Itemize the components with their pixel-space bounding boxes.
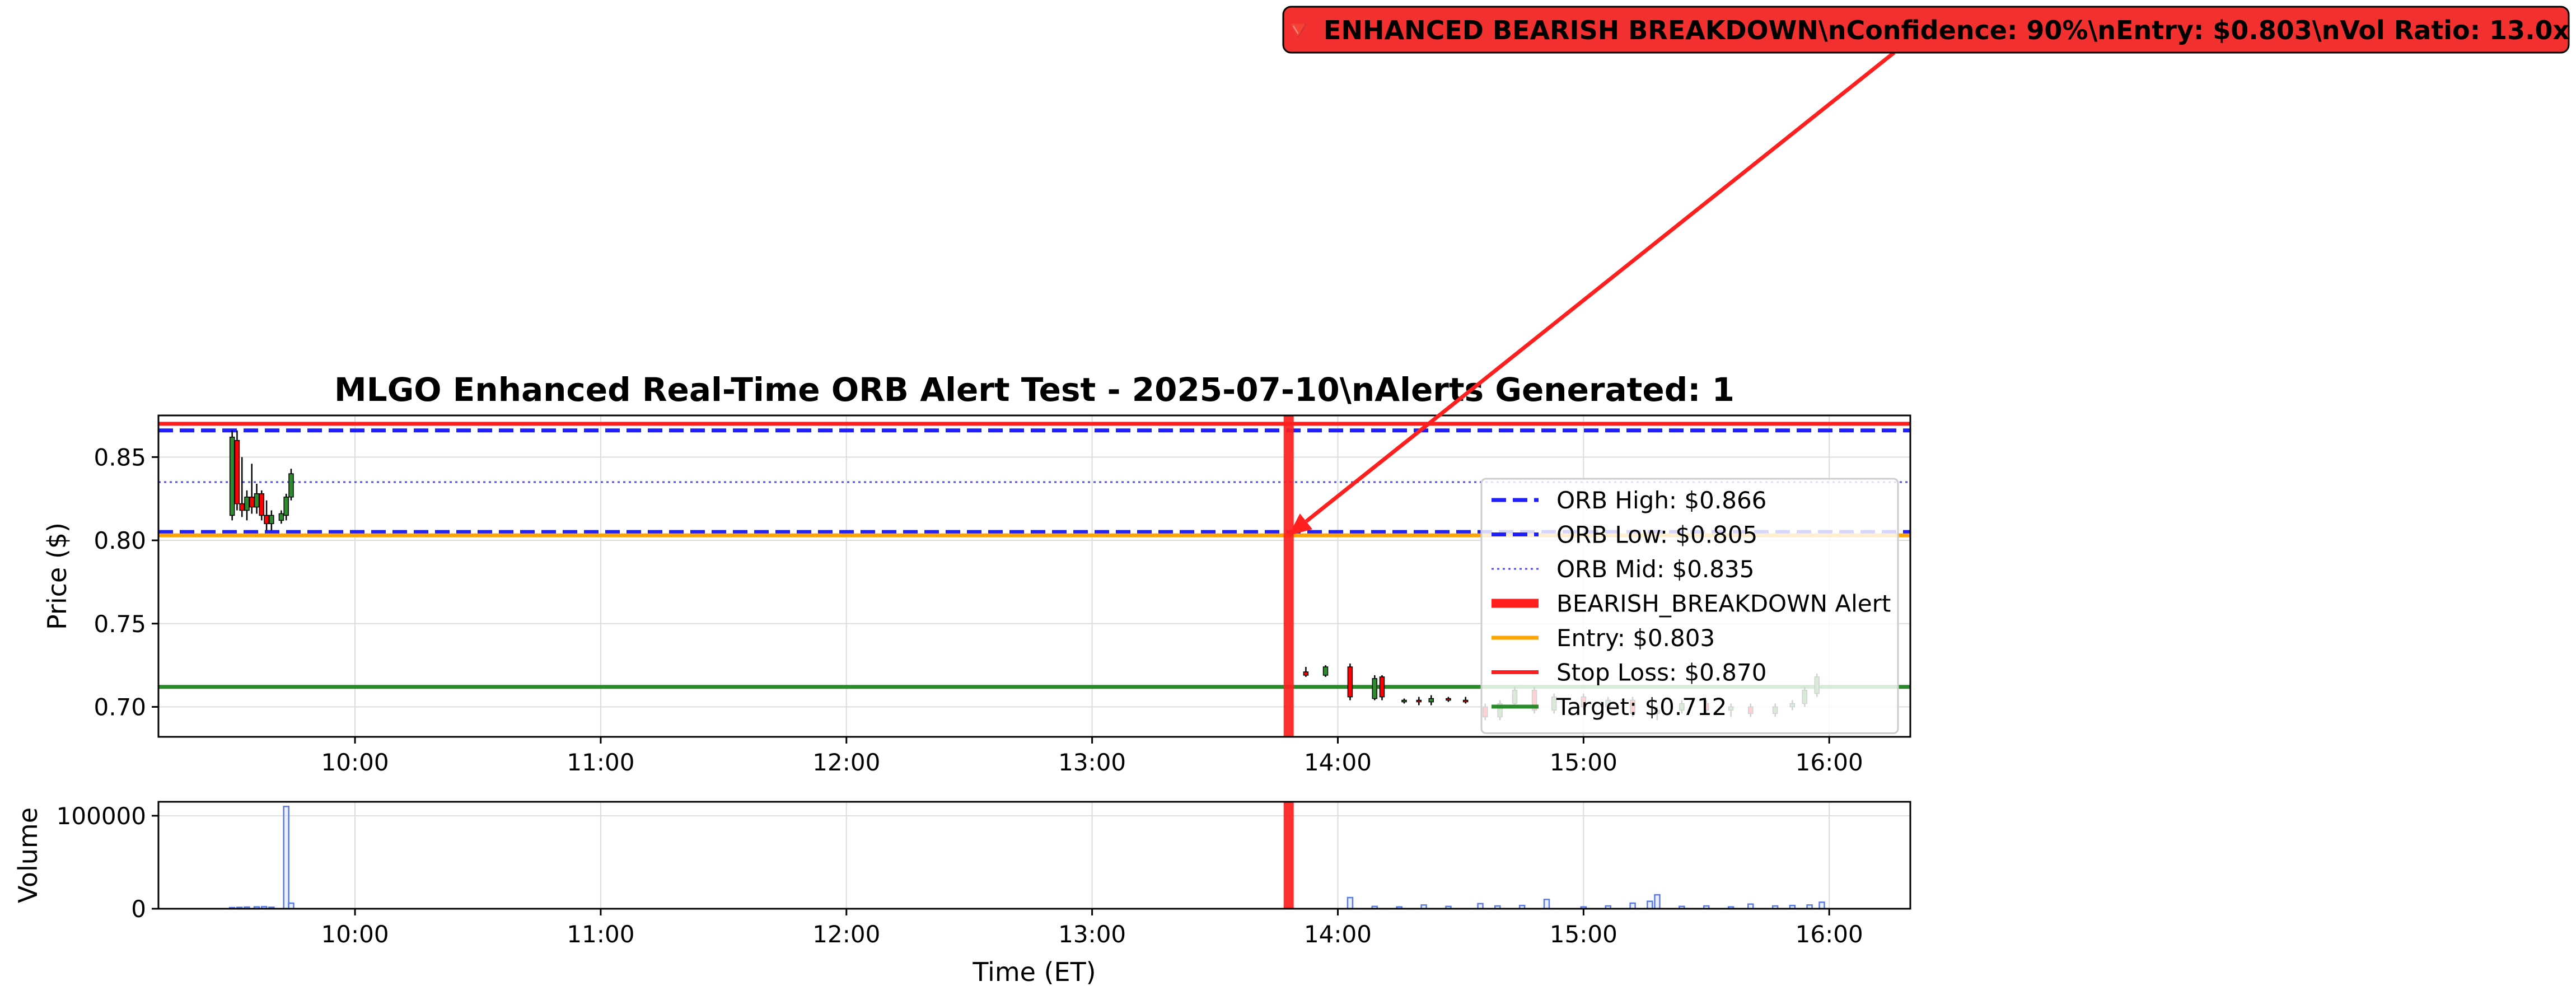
legend-entry-label: ORB Mid: $0.835	[1556, 555, 1754, 583]
volume-grid	[158, 802, 1910, 909]
candle-body	[1322, 666, 1329, 676]
volume-bars	[228, 806, 1825, 910]
candle-body	[1416, 699, 1422, 703]
candle-body	[254, 493, 260, 508]
volume-bar	[283, 806, 289, 910]
volume-bar	[1647, 900, 1653, 910]
price-y-tick-label: 0.80	[93, 527, 146, 554]
price-x-tick-label: 12:00	[812, 749, 880, 776]
legend-entry-label: Target: $0.712	[1556, 693, 1727, 721]
annotation-text: 🔻 ENHANCED BEARISH BREAKDOWN\nConfidence…	[1283, 15, 2569, 45]
legend-entry-label: ORB Low: $0.805	[1556, 521, 1757, 549]
candle-body	[259, 493, 265, 516]
price-panel: 0.70 0.75 0.80 0.85 10:00 11:00 12:00 13:00 14:…	[42, 371, 1911, 776]
price-y-ticks: 0.70 0.75 0.80 0.85	[93, 443, 158, 721]
volume-y-tick-label: 0	[131, 895, 146, 923]
volume-x-tick-label: 15:00	[1550, 920, 1617, 948]
candle-body	[264, 515, 269, 525]
volume-plot-frame	[157, 801, 1911, 910]
candle-body	[1428, 698, 1434, 703]
price-x-tick-label: 13:00	[1058, 749, 1126, 776]
candle-body	[269, 515, 274, 525]
candle-body	[1446, 698, 1451, 701]
candle-body	[278, 513, 284, 521]
annotation-box	[1282, 6, 2570, 54]
price-x-tick-label: 11:00	[567, 749, 634, 776]
legend-box	[1480, 478, 1899, 734]
alert-annotation: 🔻 ENHANCED BEARISH BREAKDOWN\nConfidence…	[1282, 6, 2570, 536]
volume-y-ticks: 0 100000	[57, 802, 158, 923]
price-x-tick-label: 15:00	[1550, 749, 1617, 776]
volume-x-tick-label: 13:00	[1058, 920, 1126, 948]
annotation-arrow-head	[1288, 513, 1313, 536]
annotation-arrow	[1305, 51, 1896, 523]
volume-x-tick-label: 10:00	[321, 920, 389, 948]
price-x-ticks: 10:00 11:00 12:00 13:00 14:00 15:00 16:00	[321, 737, 1863, 776]
candle-body	[249, 496, 255, 508]
legend-entry-label: BEARISH_BREAKDOWN Alert	[1556, 590, 1891, 618]
volume-x-ticks: 10:00 11:00 12:00 13:00 14:00 15:00 16:00	[321, 909, 1863, 948]
price-x-tick-label: 10:00	[321, 749, 389, 776]
candle-body	[234, 440, 240, 504]
candle-body	[1372, 678, 1378, 699]
volume-panel: 0 100000 10:00 11:00 12:00 13:00 14:00 15:00 16…	[13, 801, 1911, 987]
legend-entry-label: Entry: $0.803	[1556, 624, 1715, 652]
price-y-tick-label: 0.85	[93, 443, 146, 471]
legend-entry-label: ORB High: $0.866	[1556, 487, 1766, 514]
volume-bar	[1818, 901, 1825, 910]
candle-body	[239, 503, 245, 511]
candle-body	[1303, 671, 1309, 676]
candle-body	[1347, 666, 1353, 698]
price-x-tick-label: 16:00	[1796, 749, 1863, 776]
price-y-tick-label: 0.70	[93, 693, 146, 721]
candle-body	[244, 496, 250, 511]
price-y-axis-label: Price ($)	[42, 522, 72, 630]
chart-title: MLGO Enhanced Real-Time ORB Alert Test -…	[334, 371, 1735, 409]
candle-body	[229, 436, 235, 516]
legend: ORB High: $0.866 ORB Low: $0.805 ORB Mid: …	[1480, 478, 1899, 734]
price-plot-frame	[157, 414, 1911, 738]
candle-body	[288, 473, 294, 498]
candle-body	[1462, 699, 1469, 703]
volume-y-axis-label: Volume	[13, 807, 43, 903]
volume-y-tick-label: 100000	[57, 802, 146, 830]
x-axis-label: Time (ET)	[972, 957, 1096, 987]
candle-body	[1401, 699, 1407, 703]
volume-bar	[1654, 894, 1661, 910]
volume-x-tick-label: 14:00	[1304, 920, 1372, 948]
legend-entry-label: Stop Loss: $0.870	[1556, 659, 1766, 686]
candle-body	[283, 496, 289, 516]
volume-bar	[1543, 899, 1550, 910]
volume-x-tick-label: 16:00	[1796, 920, 1863, 948]
volume-bar	[1347, 896, 1354, 910]
price-x-tick-label: 14:00	[1304, 749, 1372, 776]
candle-body	[1379, 676, 1385, 698]
price-y-tick-label: 0.75	[93, 610, 146, 638]
volume-x-tick-label: 12:00	[812, 920, 880, 948]
volume-x-tick-label: 11:00	[567, 920, 634, 948]
